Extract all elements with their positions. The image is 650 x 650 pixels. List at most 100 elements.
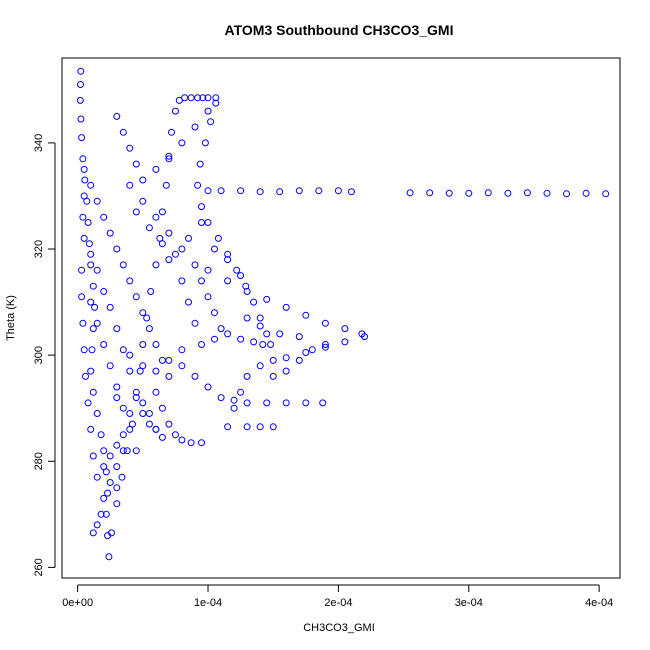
x-axis: 0e+00 1e-04 2e-04 3e-04 4e-04 (62, 584, 613, 609)
y-axis-label: Theta (K) (5, 295, 17, 341)
data-point (158, 356, 166, 364)
data-point (243, 399, 251, 407)
data-point (145, 410, 153, 417)
x-tick-label: 3e-04 (455, 597, 483, 609)
data-point (185, 234, 192, 242)
y-tick-label: 280 (33, 452, 45, 470)
data-point (113, 383, 121, 391)
data-point (276, 188, 284, 196)
y-tick-label: 260 (33, 558, 45, 576)
data-point (165, 356, 173, 364)
data-point (119, 404, 127, 412)
data-point (256, 362, 264, 370)
data-point (132, 447, 140, 455)
data-point (204, 293, 212, 301)
data-point (152, 261, 160, 269)
data-point (113, 325, 121, 333)
data-point (100, 463, 108, 471)
data-point (406, 189, 414, 197)
data-point (165, 155, 173, 163)
data-point (76, 96, 84, 104)
data-point (100, 288, 108, 295)
data-point (152, 388, 160, 396)
data-point (321, 343, 329, 351)
data-point (100, 447, 108, 455)
y-tick-label: 320 (33, 240, 45, 258)
y-tick-label: 340 (33, 134, 45, 152)
data-point (259, 341, 267, 348)
data-point (181, 94, 189, 102)
data-point (106, 452, 114, 460)
data-point (263, 399, 271, 407)
data-point (198, 341, 205, 348)
data-point (100, 494, 108, 502)
x-tick-label: 4e-04 (585, 597, 613, 609)
data-point (233, 266, 241, 274)
data-point (97, 431, 105, 439)
data-point (106, 362, 114, 370)
data-point (250, 338, 258, 346)
data-point (145, 224, 153, 232)
data-point (147, 288, 155, 295)
data-point (105, 553, 113, 561)
data-point (302, 311, 310, 319)
data-points (76, 67, 610, 561)
data-point (77, 115, 85, 123)
data-point (132, 394, 140, 402)
data-point (89, 388, 97, 396)
data-point (165, 229, 173, 237)
data-point (162, 181, 170, 189)
data-point (126, 351, 134, 359)
data-point (198, 439, 205, 447)
data-point (113, 112, 121, 120)
data-point (85, 240, 93, 248)
data-point (543, 189, 551, 197)
data-point (145, 420, 153, 428)
data-point (126, 181, 134, 189)
data-point (158, 404, 166, 412)
data-point (282, 303, 290, 311)
data-point (158, 240, 166, 248)
data-point (119, 346, 127, 354)
data-point (256, 423, 264, 431)
data-point (237, 187, 245, 195)
data-point (504, 189, 512, 197)
data-point (243, 288, 251, 295)
data-point (204, 383, 212, 391)
data-point (139, 399, 147, 407)
data-point (139, 197, 147, 205)
data-point (165, 372, 173, 380)
data-point (132, 293, 140, 301)
data-point (484, 189, 492, 197)
data-point (321, 319, 329, 327)
data-point (108, 529, 115, 537)
data-point (269, 423, 277, 431)
data-point (118, 473, 126, 481)
data-point (211, 245, 218, 253)
data-point (217, 394, 225, 402)
data-point (269, 372, 277, 380)
data-point (204, 219, 212, 226)
data-point (84, 399, 92, 407)
data-point (185, 298, 192, 306)
data-point (80, 165, 88, 173)
data-point (191, 123, 199, 131)
data-point (79, 213, 87, 221)
y-tick-label: 300 (33, 346, 45, 364)
data-point (104, 489, 112, 497)
data-point (361, 333, 368, 341)
data-point (165, 256, 173, 264)
data-point (132, 160, 140, 168)
x-tick-label: 2e-04 (324, 597, 352, 609)
data-point (563, 190, 570, 198)
data-point (263, 295, 271, 303)
data-point (178, 362, 186, 370)
data-point (87, 261, 95, 269)
data-point (276, 330, 284, 338)
data-point (308, 346, 316, 354)
data-point (139, 362, 147, 370)
data-point (341, 325, 349, 333)
data-point (217, 325, 225, 333)
data-point (93, 521, 101, 529)
